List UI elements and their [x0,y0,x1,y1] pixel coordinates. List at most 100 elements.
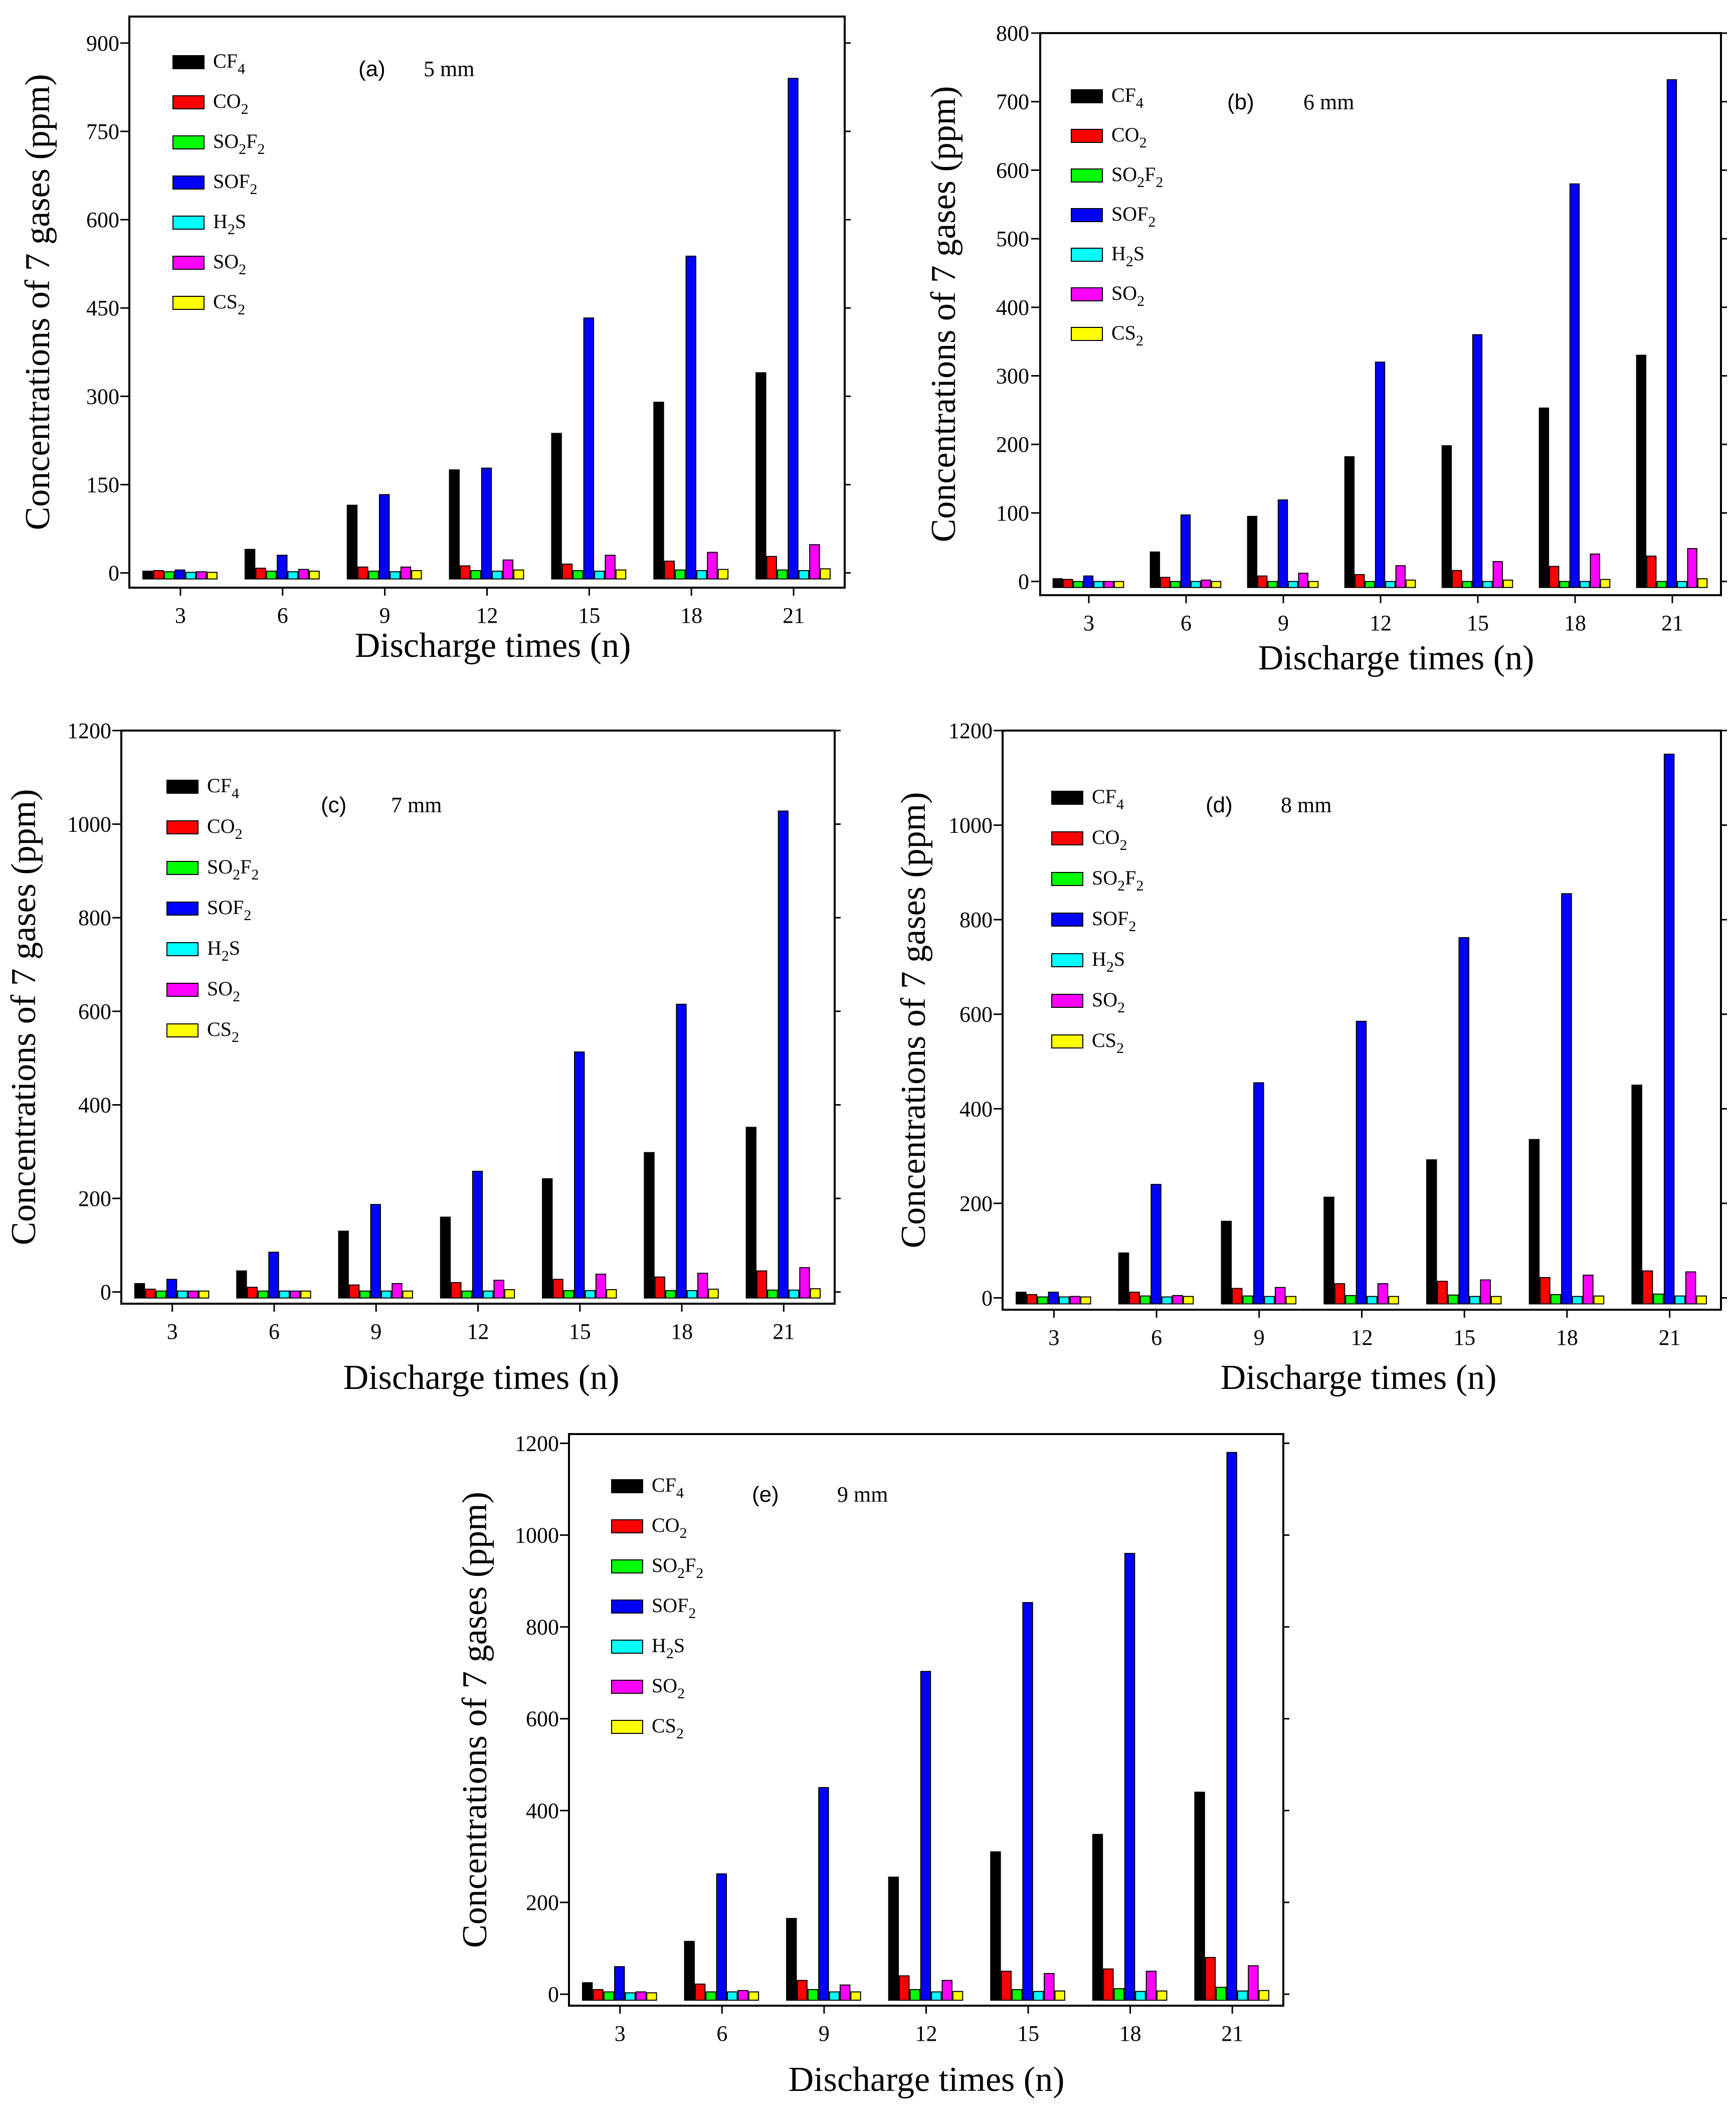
bar-co2-15 [1001,1971,1012,2001]
panel-gap-size: 5 mm [424,57,474,81]
bar-cs2-3 [1080,1296,1091,1305]
bar-cs2-21 [1697,578,1708,588]
y-tick-label: 800 [996,21,1029,46]
bar-cs2-12 [952,1991,963,2001]
legend-swatch-cf4 [611,1479,643,1493]
legend-label-sof2: SOF2 [1092,907,1136,935]
bar-so2f2-12 [470,570,481,580]
bar-so2f2-9 [1242,1295,1254,1305]
x-axis-title: Discharge times (n) [789,2060,1065,2099]
bar-sof2-15 [1472,334,1483,588]
bar-cf4-6 [684,1940,695,2001]
bar-h2s-21 [798,570,810,580]
bar-sof2-3 [1048,1292,1059,1305]
bar-co2-21 [756,1270,767,1299]
bar-h2s-3 [185,572,197,580]
bar-so2-21 [1248,1965,1259,2001]
bar-sof2-6 [277,555,288,580]
y-tick-label: 200 [526,1890,559,1915]
bar-cf4-15 [551,433,562,580]
bar-co2-15 [1437,1281,1448,1305]
panel-gap-size: 9 mm [837,1482,888,1507]
legend: CF4 CO2 SO2F2 SOF2 H2S SO2 CS2 [1071,84,1163,349]
bar-so2f2-12 [1365,581,1375,588]
y-tick-label: 1000 [515,1523,559,1547]
bar-cs2-6 [1211,581,1222,588]
x-tick-label: 18 [1119,2021,1141,2046]
bar-cf4-12 [1323,1196,1334,1305]
panel-label: (c) [321,793,346,817]
bar-cf4-9 [1221,1220,1232,1305]
x-tick-label: 9 [1278,611,1289,635]
bar-sof2-12 [472,1170,483,1299]
bar-sof2-3 [614,1966,625,2001]
bar-so2f2-21 [1653,1293,1664,1305]
bar-so2-6 [1172,1295,1183,1305]
bar-cs2-18 [717,569,729,580]
legend-label-sof2: SOF2 [1111,203,1155,230]
legend-label-cs2: CS2 [652,1714,684,1742]
x-tick-label: 21 [773,1319,795,1344]
y-tick-label: 400 [959,1097,993,1121]
bar-so2f2-12 [1345,1295,1356,1305]
legend-label-so2f2: SO2F2 [207,855,259,883]
y-tick-label: 600 [996,158,1029,183]
legend-label-cs2: CS2 [207,1018,239,1045]
bar-sof2-18 [1569,183,1580,588]
y-tick-label: 100 [996,501,1029,525]
bar-cf4-18 [653,402,664,580]
bar-cf4-15 [1426,1159,1437,1305]
x-tick-label: 6 [269,1319,280,1344]
legend-swatch-cf4 [1071,89,1103,103]
bar-sof2-6 [268,1252,279,1299]
bar-so2f2-6 [1170,581,1181,588]
bar-cs2-15 [606,1289,617,1299]
x-tick-label: 9 [1254,1325,1265,1350]
y-tick-label: 600 [526,1707,559,1731]
bar-so2f2-21 [1656,581,1667,588]
bar-cs2-21 [1258,1990,1270,2001]
legend-label-cf4: CF4 [1111,84,1143,111]
bar-sof2-3 [1083,575,1094,588]
bar-so2-9 [1298,573,1308,588]
legend-label-h2s: H2S [652,1634,685,1662]
y-axis-title: Concentrations of 7 gases (ppm) [19,74,57,531]
y-tick-label: 200 [959,1191,993,1216]
y-tick-label: 200 [78,1186,111,1211]
bar-co2-3 [1063,579,1073,588]
bar-cs2-12 [504,1289,515,1299]
bar-sof2-6 [1180,514,1191,588]
bar-sof2-15 [574,1051,585,1299]
bar-so2-9 [400,566,412,580]
legend-label-h2s: H2S [213,210,246,238]
bar-h2s-6 [279,1290,290,1299]
bar-cf4-3 [1052,578,1063,588]
x-tick-label: 3 [167,1319,178,1344]
legend-label-co2: CO2 [1092,826,1127,853]
bar-h2s-12 [1367,1296,1378,1305]
bar-h2s-21 [1674,1295,1685,1305]
legend-label-cf4: CF4 [652,1474,684,1501]
x-tick-label: 3 [1048,1325,1059,1350]
bar-so2f2-15 [563,1290,574,1299]
bar-sof2-15 [583,317,595,580]
legend-swatch-sof2 [166,902,199,916]
bar-cs2-21 [1696,1295,1707,1305]
bar-cf4-18 [1092,1834,1103,2001]
bar-cf4-15 [1441,445,1452,588]
bar-cf4-9 [338,1230,349,1299]
bar-cf4-9 [346,504,358,580]
bar-h2s-6 [1161,1296,1173,1305]
y-tick-label: 300 [996,364,1029,389]
legend-swatch-so2 [1071,287,1103,301]
y-tick-label: 600 [78,999,111,1024]
bar-h2s-3 [1093,581,1104,588]
bar-so2f2-15 [1462,581,1472,588]
bar-sof2-9 [818,1787,829,2001]
bar-cs2-15 [1054,1990,1065,2001]
bar-so2f2-18 [665,1290,676,1299]
bar-cs2-3 [646,1992,657,2001]
bar-sof2-6 [1150,1184,1162,1305]
bar-h2s-15 [1469,1296,1480,1305]
chart-panel-b: 0 100 200 300 400 500 600 700 800 3 6 9 12 15 18 21 Disc… [924,21,1727,677]
